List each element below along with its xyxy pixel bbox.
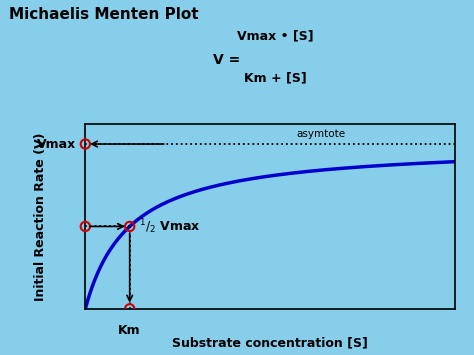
Text: Substrate concentration [S]: Substrate concentration [S] [172, 337, 368, 350]
Point [82, 141, 89, 147]
Point [126, 306, 134, 312]
Text: Michaelis Menten Plot: Michaelis Menten Plot [9, 7, 199, 22]
Point [82, 224, 89, 229]
Text: Initial Reaction Rate (V): Initial Reaction Rate (V) [35, 132, 47, 301]
Text: Vmax • [S]: Vmax • [S] [237, 29, 313, 43]
Text: V =: V = [213, 53, 240, 67]
Point [126, 224, 134, 229]
Text: Vmax: Vmax [37, 137, 76, 151]
Text: Km + [S]: Km + [S] [244, 71, 306, 84]
Text: $^1/_2$ Vmax: $^1/_2$ Vmax [139, 217, 201, 236]
Text: asymtote: asymtote [296, 129, 345, 139]
Text: Km: Km [118, 324, 141, 337]
